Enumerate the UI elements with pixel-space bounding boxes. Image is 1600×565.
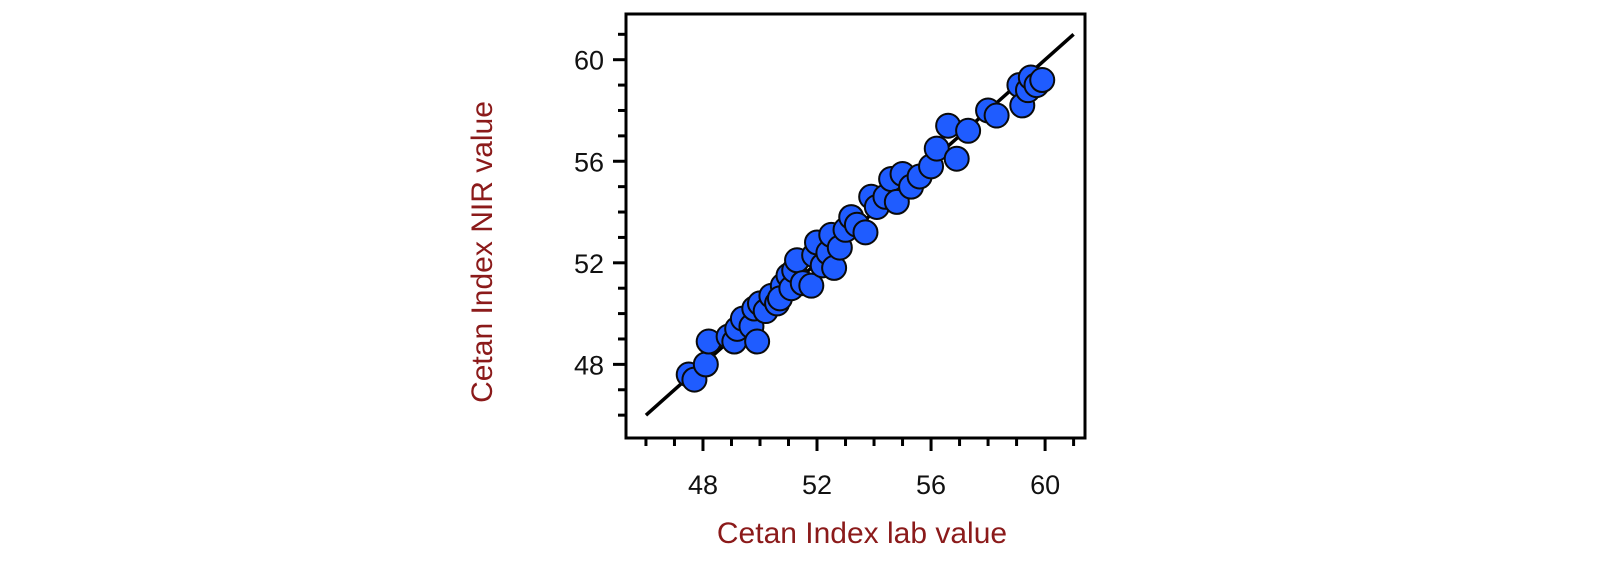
- x-axis-title: Cetan Index lab value: [717, 517, 1007, 550]
- data-point: [692, 351, 719, 378]
- y-axis-title: Cetan Index NIR value: [466, 101, 499, 403]
- data-point: [852, 219, 879, 246]
- y-tick-label: 48: [574, 350, 604, 380]
- x-tick-label: 60: [1030, 470, 1060, 500]
- x-axis: 48 52 56 60: [644, 438, 1076, 500]
- data-point: [955, 117, 982, 144]
- y-axis: 48 52 56 60: [574, 32, 626, 417]
- x-tick-label: 48: [688, 470, 718, 500]
- data-point: [744, 328, 771, 355]
- plot-frame: [624, 12, 1087, 440]
- points-layer: [675, 64, 1056, 393]
- x-tick-label: 52: [802, 470, 832, 500]
- y-tick-label: 60: [574, 46, 604, 76]
- data-point: [798, 272, 825, 299]
- data-point: [1029, 67, 1056, 94]
- data-point: [983, 102, 1010, 129]
- y-tick-label: 52: [574, 249, 604, 279]
- x-tick-label: 56: [916, 470, 946, 500]
- y-tick-label: 56: [574, 147, 604, 177]
- data-point: [943, 145, 970, 172]
